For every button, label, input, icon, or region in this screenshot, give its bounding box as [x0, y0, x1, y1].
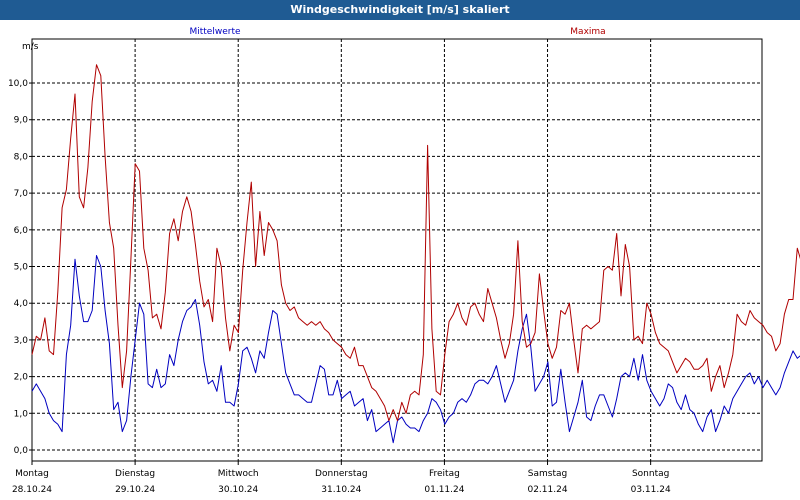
- series-line-mittelwerte: [31, 255, 800, 444]
- y-tick-label: 0,0: [14, 446, 29, 456]
- x-day-label: Dienstag: [115, 469, 155, 479]
- x-date-label: 01.11.24: [424, 485, 464, 495]
- x-day-label: Freitag: [429, 469, 460, 479]
- plot-area: [31, 38, 763, 462]
- wind-speed-chart: 0,0 1,0 2,0 3,0 4,0 5,0 6,0 7,0 8,0 9,0 10,0 Monta…: [8, 27, 800, 495]
- x-day-label: Samstag: [528, 469, 567, 479]
- x-date-label: 30.10.24: [218, 485, 258, 495]
- grid-lines: [32, 39, 762, 461]
- window-title-bar: Windgeschwindigkeit [m/s] skaliert: [0, 0, 800, 20]
- legend: Mittelwerte Maxima: [189, 27, 605, 37]
- x-date-label: 31.10.24: [321, 485, 361, 495]
- y-tick-label: 4,0: [14, 299, 29, 309]
- y-tick-label: 2,0: [14, 373, 29, 383]
- series-line-maxima: [31, 64, 800, 422]
- y-tick-label: 7,0: [14, 189, 29, 199]
- x-date-label: 03.11.24: [631, 485, 671, 495]
- y-tick-label: 9,0: [14, 116, 29, 126]
- x-day-label: Sonntag: [632, 469, 669, 479]
- x-day-label: Mittwoch: [218, 469, 259, 479]
- x-date-label: 29.10.24: [115, 485, 155, 495]
- y-tick-label: 1,0: [14, 409, 29, 419]
- x-axis: Montag 28.10.24 Dienstag 29.10.24 Mittwoch 30…: [12, 461, 671, 495]
- x-day-label: Montag: [15, 469, 49, 479]
- legend-entry-maxima: Maxima: [570, 27, 605, 37]
- legend-entry-mittelwerte: Mittelwerte: [189, 27, 240, 37]
- y-axis: 0,0 1,0 2,0 3,0 4,0 5,0 6,0 7,0 8,0 9,0 10,0: [8, 79, 32, 456]
- x-date-label: 28.10.24: [12, 485, 52, 495]
- x-date-label: 02.11.24: [527, 485, 567, 495]
- series-lines: [31, 64, 800, 444]
- y-axis-unit: m/s: [22, 42, 39, 52]
- y-tick-label: 10,0: [8, 79, 28, 89]
- y-tick-label: 6,0: [14, 226, 29, 236]
- y-tick-label: 3,0: [14, 336, 29, 346]
- y-tick-label: 8,0: [14, 152, 29, 162]
- y-tick-label: 5,0: [14, 263, 29, 273]
- x-day-label: Donnerstag: [315, 469, 368, 479]
- window-title: Windgeschwindigkeit [m/s] skaliert: [290, 3, 510, 16]
